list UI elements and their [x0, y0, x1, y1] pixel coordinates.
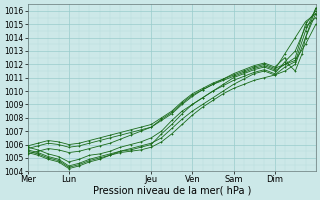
X-axis label: Pression niveau de la mer( hPa ): Pression niveau de la mer( hPa ) — [92, 186, 251, 196]
